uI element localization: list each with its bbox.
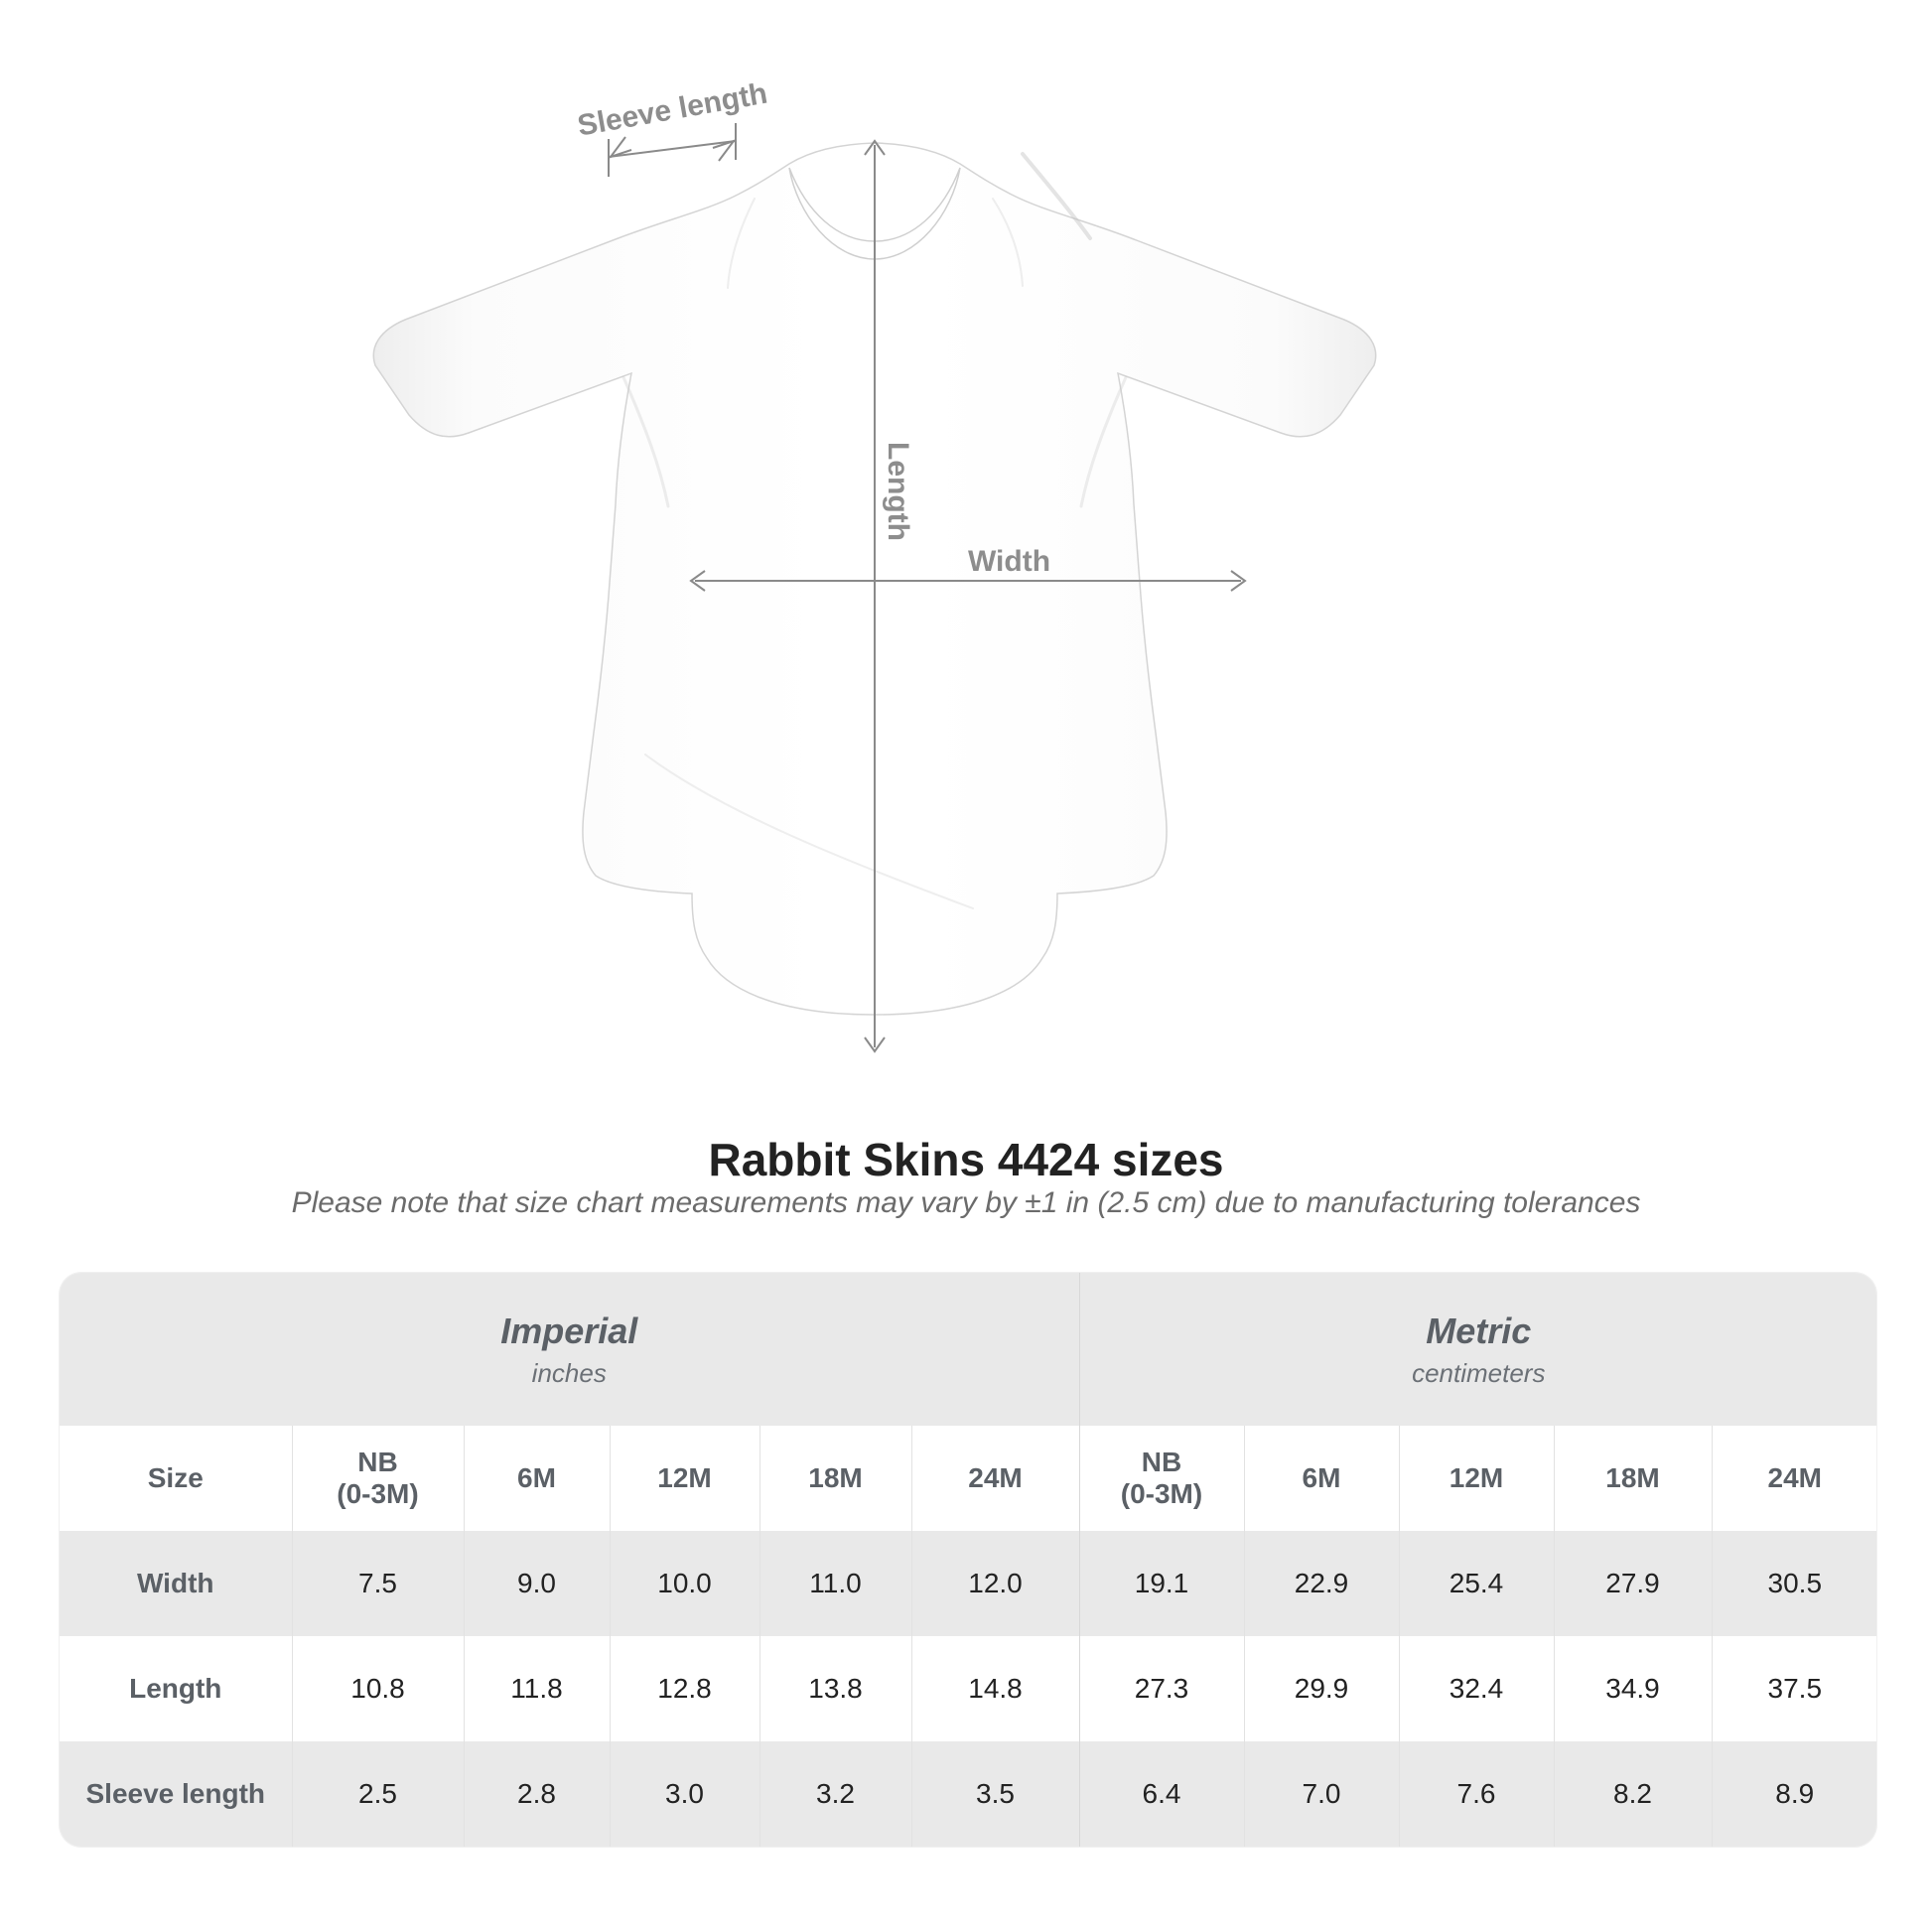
svg-text:Width: Width — [968, 545, 1050, 578]
svg-text:Length: Length — [882, 442, 914, 541]
svg-text:Sleeve length: Sleeve length — [575, 77, 769, 143]
